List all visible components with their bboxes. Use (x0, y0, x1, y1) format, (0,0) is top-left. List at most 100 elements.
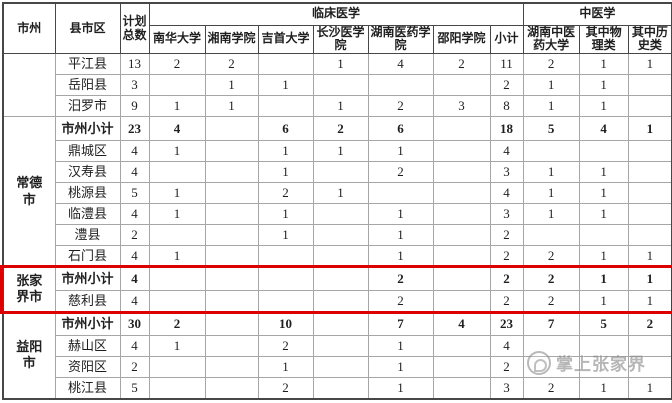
value-cell: 2 (522, 245, 580, 268)
table-row: 澧县 2 1 1 2 (3, 224, 672, 247)
value-cell: 2 (489, 224, 524, 247)
value-cell (432, 203, 491, 226)
value-cell: 1 (522, 161, 580, 184)
value-cell: 1 (367, 203, 434, 226)
value-cell (204, 245, 259, 268)
county-cell: 汉寿县 (54, 161, 121, 184)
value-cell: 1 (148, 182, 206, 205)
header-nanhua-university: 南华大学 (148, 24, 206, 55)
value-cell (522, 335, 580, 358)
value-cell: 2 (119, 224, 150, 247)
value-cell: 2 (257, 335, 314, 358)
header-xiangnan-college: 湘南学院 (204, 24, 259, 55)
value-cell: 1 (148, 335, 206, 358)
value-cell (432, 116, 491, 142)
value-cell (627, 74, 672, 97)
header-changsha-medical: 长沙医学院 (312, 24, 369, 55)
county-cell: 鼎城区 (54, 140, 121, 163)
value-cell (204, 224, 259, 247)
county-cell: 桃江县 (54, 377, 121, 400)
value-cell: 1 (627, 266, 672, 292)
value-cell: 1 (522, 182, 580, 205)
value-cell (148, 266, 206, 292)
value-cell: 1 (257, 161, 314, 184)
table-row: 资阳区 2 1 1 2 (3, 356, 672, 379)
value-cell: 3 (432, 95, 491, 118)
table-row: 石门县 4 1 1 2 2 1 1 (3, 245, 672, 268)
table-header: 市州 县市区 计划总数 临床医学 中医学 南华大学 湘南学院 吉首大学 长沙医学… (2, 2, 672, 55)
value-cell: 6 (257, 116, 314, 142)
value-cell: 1 (257, 224, 314, 247)
value-cell (522, 356, 580, 379)
value-cell (148, 224, 206, 247)
value-cell (148, 290, 206, 313)
value-cell (204, 116, 259, 142)
value-cell (432, 290, 491, 313)
value-cell: 1 (522, 74, 580, 97)
value-cell (312, 161, 369, 184)
value-cell (432, 266, 491, 292)
value-cell (204, 335, 259, 358)
value-cell: 4 (489, 140, 524, 163)
value-cell (148, 161, 206, 184)
value-cell: 13 (119, 53, 150, 76)
value-cell: 8 (489, 95, 524, 118)
table-row: 岳阳县 3 1 1 2 1 1 (3, 74, 672, 97)
value-cell: 1 (627, 53, 672, 76)
county-cell: 市州小计 (54, 266, 121, 292)
value-cell: 4 (432, 311, 491, 337)
value-cell: 1 (522, 95, 580, 118)
value-cell: 4 (578, 116, 629, 142)
value-cell: 1 (148, 245, 206, 268)
value-cell: 2 (489, 356, 524, 379)
value-cell: 2 (257, 377, 314, 400)
value-cell (204, 182, 259, 205)
value-cell: 2 (489, 245, 524, 268)
county-cell: 汨罗市 (54, 95, 121, 118)
county-cell: 澧县 (54, 224, 121, 247)
value-cell: 1 (367, 140, 434, 163)
header-hunan-tcm-university: 湖南中医药大学 (522, 24, 580, 55)
header-hunan-medicine-college: 湖南医药学院 (367, 24, 434, 55)
county-cell: 赫山区 (54, 335, 121, 358)
value-cell: 1 (578, 266, 629, 292)
county-cell: 市州小计 (54, 311, 121, 337)
value-cell (627, 335, 672, 358)
value-cell: 2 (367, 266, 434, 292)
header-county: 县市区 (54, 2, 121, 55)
value-cell (204, 356, 259, 379)
header-jishou-university: 吉首大学 (257, 24, 314, 55)
value-cell (257, 290, 314, 313)
value-cell: 5 (522, 116, 580, 142)
value-cell: 1 (148, 95, 206, 118)
city-cell (2, 53, 56, 118)
value-cell: 2 (257, 182, 314, 205)
value-cell: 2 (119, 356, 150, 379)
value-cell (627, 203, 672, 226)
value-cell: 3 (489, 203, 524, 226)
value-cell (257, 53, 314, 76)
value-cell: 1 (257, 356, 314, 379)
value-cell: 4 (489, 335, 524, 358)
value-cell: 1 (578, 290, 629, 313)
header-plan-total: 计划总数 (119, 2, 150, 55)
county-cell: 石门县 (54, 245, 121, 268)
header-clinical-subtotal: 小计 (489, 24, 524, 55)
value-cell: 4 (119, 266, 150, 292)
subtotal-row: 益阳市 市州小计 30 2 10 7 4 23 7 5 2 (2, 311, 672, 400)
table-row: 慈利县 4 2 2 2 1 1 (3, 290, 672, 313)
value-cell: 1 (578, 203, 629, 226)
value-cell: 2 (522, 53, 580, 76)
value-cell (627, 140, 672, 163)
city-cell: 益阳市 (2, 311, 56, 400)
value-cell: 2 (432, 53, 491, 76)
value-cell: 1 (578, 95, 629, 118)
value-cell (367, 74, 434, 97)
table-row: 赫山区 4 1 2 1 4 (3, 335, 672, 358)
value-cell: 1 (204, 95, 259, 118)
value-cell (432, 356, 491, 379)
value-cell: 1 (627, 377, 672, 400)
value-cell: 1 (578, 74, 629, 97)
value-cell (204, 140, 259, 163)
